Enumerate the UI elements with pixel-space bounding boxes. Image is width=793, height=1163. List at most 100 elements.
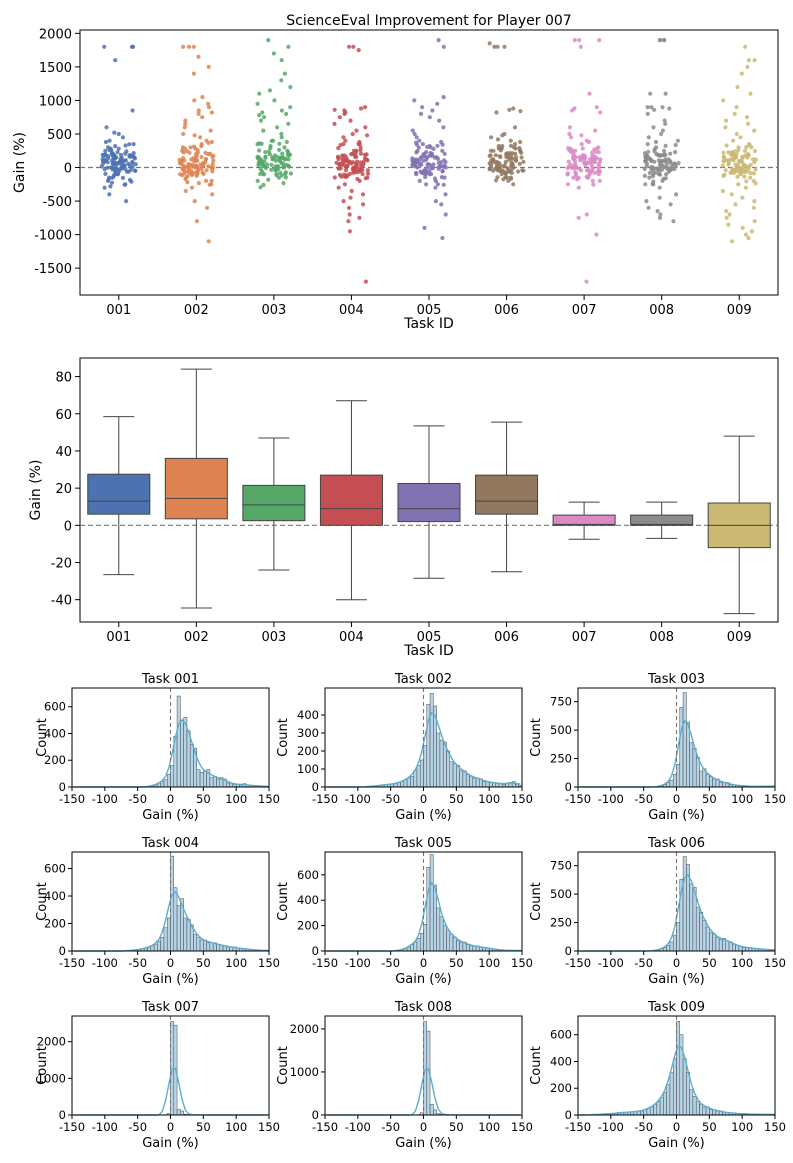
data-point	[658, 212, 663, 217]
data-point	[664, 166, 670, 171]
data-point	[435, 143, 440, 148]
data-point	[343, 138, 348, 143]
histogram-bar	[472, 777, 477, 788]
data-point	[645, 105, 650, 110]
y-tick-label: 0	[565, 944, 572, 958]
data-point	[198, 135, 203, 140]
x-tick-label: 100	[478, 1120, 500, 1134]
data-point	[356, 48, 361, 53]
data-point	[747, 142, 752, 147]
data-point	[509, 176, 514, 181]
data-point	[287, 152, 293, 157]
data-point	[206, 164, 211, 169]
data-point	[671, 219, 676, 224]
data-point	[341, 135, 346, 140]
y-axis-label: Count	[35, 718, 50, 757]
x-axis-label: Task ID	[403, 643, 454, 659]
histogram-bar	[459, 770, 464, 788]
histogram-bar	[196, 769, 201, 788]
y-tick-label: 2000	[290, 1022, 319, 1036]
series-001	[99, 44, 138, 204]
x-tick-label: 004	[339, 303, 364, 318]
y-tick-label: 200	[297, 919, 319, 933]
x-tick-label: -150	[312, 956, 338, 970]
data-point	[516, 169, 521, 174]
data-point	[120, 175, 125, 180]
histogram-bar	[459, 941, 464, 952]
box-iqr	[397, 482, 461, 523]
data-point	[720, 163, 725, 168]
x-tick-label: 100	[478, 792, 500, 806]
data-point	[573, 148, 578, 153]
histogram-bar	[209, 777, 214, 788]
data-point	[257, 148, 262, 153]
data-point	[662, 148, 667, 153]
data-point	[420, 142, 425, 147]
data-point	[724, 118, 729, 123]
data-point	[365, 133, 370, 138]
x-tick-label: -150	[565, 956, 591, 970]
histogram-task-9: Task 009 -150 -100 -50 0 50 100 150 0 200 400 600 Ga…	[529, 1000, 786, 1151]
data-point	[114, 162, 119, 167]
data-point	[721, 98, 726, 103]
data-point	[443, 212, 448, 217]
histogram-bar	[186, 730, 191, 788]
data-point	[591, 182, 596, 187]
data-point	[729, 167, 735, 172]
histogram-bar	[725, 940, 730, 952]
data-point	[269, 167, 274, 172]
x-tick-label: 50	[196, 956, 211, 970]
y-axis-label: Count	[276, 1046, 291, 1085]
data-point	[127, 153, 132, 158]
x-tick-label: 100	[731, 956, 753, 970]
y-axis-label: Count	[276, 882, 291, 921]
histogram-bar	[416, 938, 421, 952]
y-tick-label: 0	[565, 780, 572, 794]
data-point	[280, 151, 285, 156]
data-point	[336, 185, 341, 190]
data-point	[259, 141, 264, 146]
x-tick-label: 150	[258, 956, 280, 970]
data-point	[731, 170, 736, 175]
data-point	[517, 146, 522, 151]
data-point	[101, 153, 106, 159]
data-point	[283, 156, 288, 161]
data-point	[111, 161, 116, 166]
data-point	[102, 185, 107, 190]
histogram-bar	[446, 750, 451, 788]
box-002	[164, 368, 228, 609]
data-point	[210, 165, 216, 170]
data-point	[645, 111, 650, 116]
data-point	[642, 151, 648, 156]
x-tick-label: -50	[634, 956, 653, 970]
x-tick-label: 007	[572, 303, 597, 318]
histogram-bar	[679, 707, 684, 788]
x-tick-label: 50	[449, 956, 464, 970]
y-axis-label: Count	[529, 718, 544, 757]
data-point	[194, 219, 199, 224]
histogram-bar	[692, 748, 697, 788]
y-tick-label: 250	[550, 916, 572, 930]
x-tick-label: -50	[128, 956, 147, 970]
histogram-bar	[669, 779, 674, 788]
x-tick-label: 150	[764, 792, 786, 806]
data-point	[720, 188, 726, 194]
data-point	[567, 131, 572, 137]
histogram-bar	[702, 1106, 707, 1116]
x-tick-label: -150	[565, 792, 591, 806]
data-point	[585, 175, 590, 180]
data-point	[734, 131, 739, 137]
data-point	[269, 162, 274, 167]
y-tick-label: 200	[44, 753, 66, 767]
data-point	[272, 98, 277, 103]
histogram-bar	[163, 779, 168, 788]
box-008	[630, 501, 694, 539]
box-006	[475, 421, 539, 573]
series-005	[410, 38, 448, 241]
data-point	[592, 147, 597, 152]
series-009	[720, 44, 758, 244]
x-tick-label: -150	[59, 1120, 85, 1134]
data-point	[288, 84, 293, 90]
data-point	[440, 148, 445, 153]
x-tick-label: 100	[478, 956, 500, 970]
